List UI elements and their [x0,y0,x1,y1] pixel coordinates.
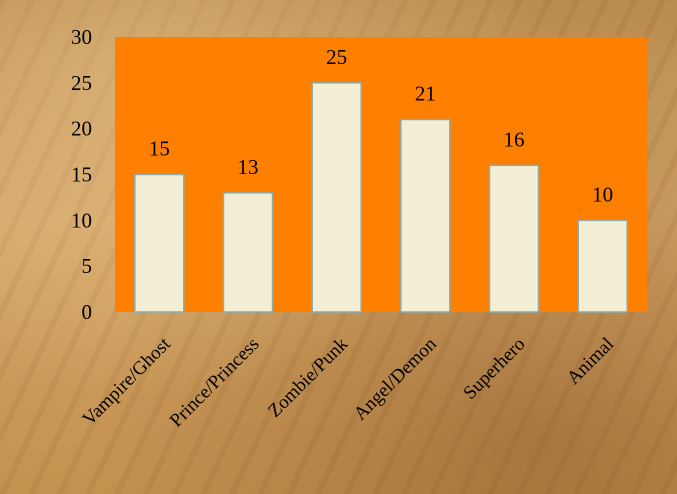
y-tick-label: 15 [71,163,92,187]
x-tick-label: Angel/Demon [350,333,441,424]
bar [222,192,274,313]
y-tick-label: 25 [71,71,92,95]
bar [577,219,628,313]
data-label: 16 [504,127,525,151]
data-label: 25 [326,45,347,69]
bar [400,118,451,313]
x-tick-label: Zombie/Punk [264,333,352,421]
y-tick-label: 10 [71,208,92,232]
x-tick-label: Animal [563,334,618,389]
plot-area [115,37,647,312]
y-tick-label: 20 [71,117,92,141]
y-tick-label: 5 [82,254,93,278]
bar [311,82,362,313]
y-axis: 0 5 10 15 20 25 30 [71,25,92,324]
data-label: 10 [592,182,613,206]
bars [134,82,628,313]
y-tick-label: 30 [71,25,92,49]
x-tick-label: Superhero [459,334,529,404]
bar [488,164,540,313]
x-tick-label: Vampire/Ghost [79,333,176,430]
data-label: 13 [238,155,259,179]
y-tick-label: 0 [82,300,93,324]
data-label: 21 [415,82,436,106]
x-tick-label: Prince/Princess [166,334,264,432]
bar [134,173,185,313]
data-label: 15 [149,137,170,161]
data-labels: 15 13 25 21 16 10 [149,45,613,206]
